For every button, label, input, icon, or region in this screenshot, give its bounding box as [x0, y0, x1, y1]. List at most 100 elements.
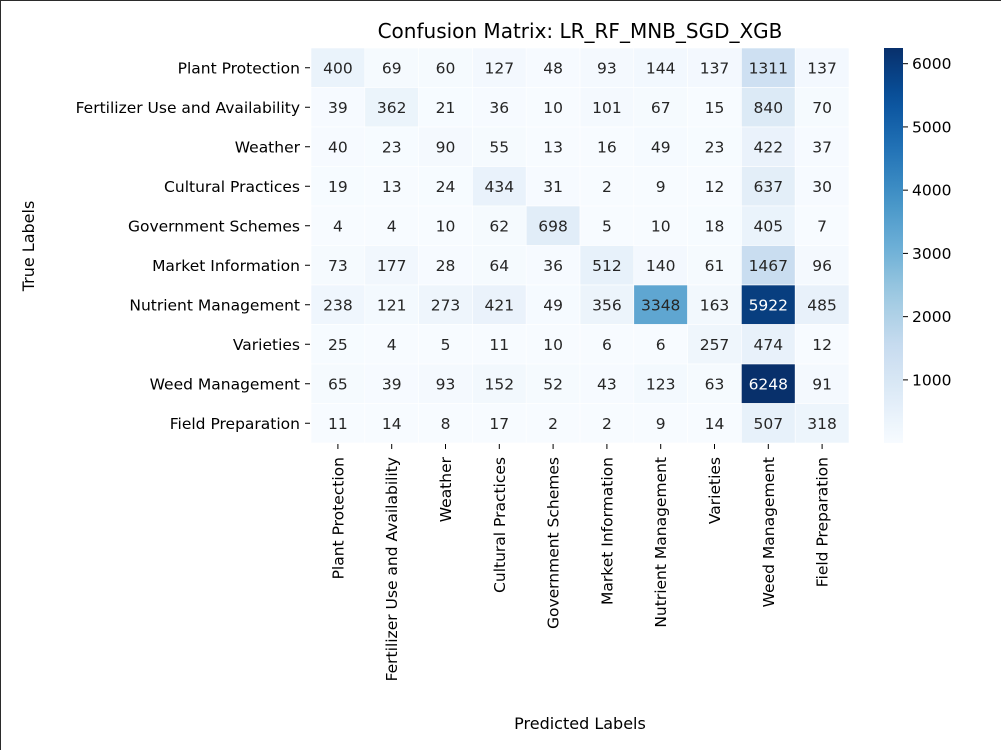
- heatmap-cell: [472, 284, 527, 325]
- cell-value-label: 67: [651, 99, 671, 117]
- cell-value-label: 49: [543, 296, 563, 314]
- cell-value-label: 36: [489, 99, 509, 117]
- heatmap-cell: [310, 363, 366, 404]
- cell-value-label: 10: [436, 217, 456, 235]
- heatmap-cell: [525, 324, 581, 365]
- heatmap-cell: [633, 324, 688, 365]
- x-tick-label: Government Schemes: [545, 457, 563, 629]
- cell-value-label: 273: [431, 296, 461, 314]
- heatmap-cell: [418, 324, 473, 365]
- colorbar-tick-label: 3000: [912, 245, 951, 263]
- cell-value-label: 61: [705, 257, 725, 275]
- heatmap-cell: [418, 47, 473, 88]
- cell-value-label: 64: [489, 257, 509, 275]
- cell-value-label: 362: [377, 99, 407, 117]
- heatmap-cell: [364, 205, 419, 246]
- cell-value-label: 10: [543, 99, 563, 117]
- cell-value-label: 2: [602, 178, 612, 196]
- cell-value-label: 318: [807, 415, 837, 433]
- y-axis-ticks: Plant Protection Fertilizer Use and Avail…: [76, 59, 310, 433]
- cell-value-label: 93: [436, 375, 456, 393]
- cell-value-label: 1311: [749, 59, 788, 77]
- heatmap-cell: [579, 166, 635, 207]
- cell-value-label: 422: [754, 138, 784, 156]
- cell-value-label: 152: [485, 375, 515, 393]
- heatmap-cell: [418, 205, 473, 246]
- x-tick-label: Weather: [437, 456, 455, 522]
- cell-value-label: 140: [646, 257, 676, 275]
- cell-value-label: 63: [705, 375, 725, 393]
- heatmap-cell: [364, 324, 419, 365]
- cell-value-label: 3348: [641, 296, 680, 314]
- cell-value-label: 5922: [749, 296, 788, 314]
- y-tick-label: Plant Protection: [178, 59, 300, 77]
- cell-value-label: 238: [323, 296, 353, 314]
- cell-value-label: 90: [436, 138, 456, 156]
- y-tick-label: Market Information: [152, 257, 300, 275]
- cell-value-label: 840: [754, 99, 784, 117]
- heatmap-cell: [633, 87, 688, 128]
- heatmap-cell: [794, 403, 850, 444]
- heatmap-cell: [364, 363, 419, 404]
- heatmap-cell: [633, 166, 688, 207]
- cell-value-label: 11: [489, 336, 509, 354]
- heatmap-cell: [794, 363, 850, 404]
- x-axis-label: Predicted Labels: [514, 714, 646, 733]
- y-tick-label: Weed Management: [150, 375, 300, 393]
- heatmap-cell: [310, 126, 366, 167]
- heatmap-cell: [418, 403, 473, 444]
- cell-value-label: 127: [485, 59, 515, 77]
- cell-value-label: 8: [441, 415, 451, 433]
- cell-value-label: 23: [382, 138, 402, 156]
- heatmap-cell: [687, 363, 742, 404]
- cell-value-label: 39: [382, 375, 402, 393]
- x-tick-label: Fertilizer Use and Availability: [383, 457, 401, 681]
- cell-value-label: 637: [754, 178, 784, 196]
- cell-value-label: 13: [543, 138, 563, 156]
- cell-value-label: 121: [377, 296, 407, 314]
- heatmap-cell: [794, 126, 850, 167]
- heatmap-cell: [794, 47, 850, 88]
- cell-value-label: 14: [382, 415, 402, 433]
- heatmap-cell: [794, 284, 850, 325]
- colorbar-tick-label: 4000: [912, 182, 951, 200]
- cell-value-label: 70: [812, 99, 832, 117]
- cell-value-label: 421: [485, 296, 515, 314]
- heatmap-cell: [687, 126, 742, 167]
- cell-value-label: 49: [651, 138, 671, 156]
- cell-value-label: 12: [705, 178, 725, 196]
- heatmap-cell: [364, 126, 419, 167]
- colorbar-tick-label: 2000: [912, 308, 951, 326]
- cell-value-label: 2: [548, 415, 558, 433]
- heatmap-cell: [687, 403, 742, 444]
- cell-value-label: 10: [543, 336, 563, 354]
- cell-value-label: 93: [597, 59, 617, 77]
- heatmap-cell: [310, 245, 366, 286]
- heatmap-cell: [579, 245, 635, 286]
- heatmap-cell: [687, 166, 742, 207]
- cell-value-label: 1467: [749, 257, 788, 275]
- heatmap-cell: [741, 205, 796, 246]
- cell-value-label: 2: [602, 415, 612, 433]
- cell-value-label: 137: [700, 59, 730, 77]
- cell-value-label: 485: [807, 296, 837, 314]
- x-tick-label: Cultural Practices: [491, 457, 509, 593]
- heatmap-cell: [310, 284, 366, 325]
- heatmap-cell: [579, 87, 635, 128]
- colorbar-tick-label: 5000: [912, 118, 951, 136]
- colorbar-gradient: [884, 48, 903, 443]
- heatmap-cell: [525, 205, 581, 246]
- cell-value-label: 123: [646, 375, 676, 393]
- cell-value-label: 43: [597, 375, 617, 393]
- cell-value-label: 65: [328, 375, 348, 393]
- heatmap-cell: [633, 126, 688, 167]
- heatmap-cell: [579, 205, 635, 246]
- colorbar: 1000 2000 3000 4000 5000 6000: [884, 48, 951, 443]
- heatmap-cell: [687, 284, 742, 325]
- cell-value-label: 434: [485, 178, 515, 196]
- cell-value-label: 9: [656, 178, 666, 196]
- x-axis-ticks: Plant Protection Fertilizer Use and Avail…: [329, 444, 832, 681]
- cell-value-label: 356: [592, 296, 622, 314]
- heatmap-cell: [579, 324, 635, 365]
- heatmap-cell: [472, 363, 527, 404]
